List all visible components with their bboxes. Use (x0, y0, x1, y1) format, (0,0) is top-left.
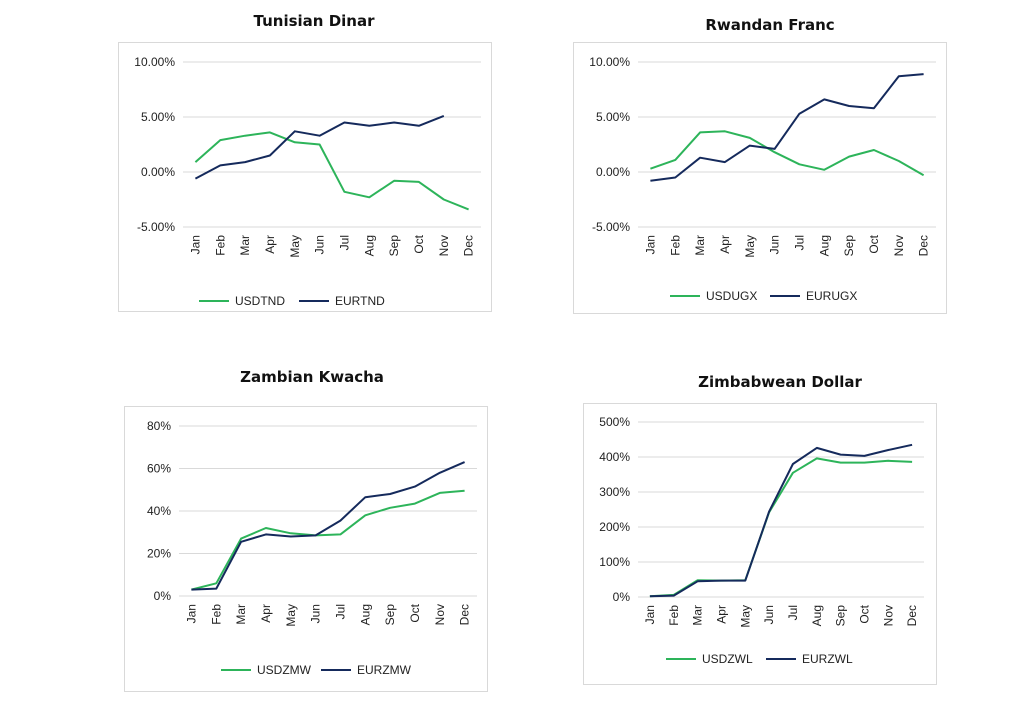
y-tick-label: 80% (147, 419, 171, 433)
series-line-eurzwl (649, 443, 913, 598)
y-tick-label: 0% (613, 590, 631, 604)
series-line-eurugx (650, 73, 924, 182)
y-tick-label: 300% (599, 485, 630, 499)
series-line-usdugx (650, 130, 925, 177)
x-tick-label: Sep (834, 605, 848, 627)
x-tick-label: Oct (412, 234, 426, 253)
x-tick-label: Jul (792, 235, 806, 250)
y-tick-label: 200% (599, 520, 630, 534)
x-tick-label: Jan (184, 604, 198, 623)
x-tick-label: Apr (259, 604, 273, 623)
y-tick-label: -5.00% (137, 220, 175, 234)
legend-label-eurtnd: EURTND (335, 294, 385, 308)
x-tick-label: Feb (213, 235, 227, 256)
y-tick-label: 100% (599, 555, 630, 569)
x-tick-label: Dec (917, 235, 931, 256)
x-tick-label: Aug (362, 235, 376, 256)
x-tick-label: Aug (810, 605, 824, 626)
chart-panel-rwandan-franc: -5.00% 0.00% 5.00% 10.00% Jan Feb Mar Apr May Jun… (573, 42, 947, 314)
y-tick-label: 5.00% (141, 110, 175, 124)
chart-svg-tunisian-dinar: -5.00% 0.00% 5.00% 10.00% Jan Feb Mar Apr May Jun… (134, 55, 481, 308)
x-tick-label: Feb (667, 605, 681, 626)
y-tick-label: 0.00% (596, 165, 630, 179)
x-tick-label: Aug (358, 604, 372, 625)
x-tick-label: Feb (668, 235, 682, 256)
x-tick-label: Jun (768, 235, 782, 254)
chart-svg-rwandan-franc: -5.00% 0.00% 5.00% 10.00% Jan Feb Mar Apr May Jun… (589, 55, 936, 303)
legend-label-usdugx: USDUGX (706, 289, 757, 303)
x-tick-label: Mar (693, 235, 707, 256)
legend-label-eurugx: EURUGX (806, 289, 857, 303)
x-tick-label: Dec (458, 604, 472, 625)
x-tick-label: May (284, 604, 298, 627)
y-tick-label: 10.00% (589, 55, 630, 69)
chart-title-zambian-kwacha: Zambian Kwacha (240, 368, 384, 386)
x-tick-label: Mar (238, 235, 252, 256)
x-tick-label: May (288, 235, 302, 258)
y-tick-label: 5.00% (596, 110, 630, 124)
y-tick-label: 40% (147, 504, 171, 518)
x-tick-label: May (743, 235, 757, 258)
x-tick-label: Sep (383, 604, 397, 626)
x-tick-label: Apr (263, 235, 277, 254)
x-tick-label: Mar (234, 604, 248, 625)
x-tick-label: Jul (333, 604, 347, 619)
chart-panel-tunisian-dinar: -5.00% 0.00% 5.00% 10.00% Jan Feb Mar Apr May Jun… (118, 42, 492, 312)
x-tick-label: Feb (209, 604, 223, 625)
x-tick-label: Jun (313, 235, 327, 254)
x-tick-label: Oct (857, 604, 871, 623)
x-tick-label: Jan (643, 605, 657, 624)
x-tick-label: Jan (643, 235, 657, 254)
x-tick-label: Jun (762, 605, 776, 624)
x-tick-label: Nov (881, 605, 895, 626)
x-tick-label: May (738, 605, 752, 628)
y-tick-label: 60% (147, 462, 171, 476)
chart-panel-zambian-kwacha: 0% 20% 40% 60% 80% Jan Feb Mar Apr May Jun Jul Aug Se… (124, 406, 488, 692)
x-tick-label: Oct (867, 234, 881, 253)
legend-label-usdtnd: USDTND (235, 294, 285, 308)
x-tick-label: Jul (337, 235, 351, 250)
x-tick-label: Dec (905, 605, 919, 626)
legend-label-eurzwl: EURZWL (802, 652, 853, 666)
x-tick-label: Sep (842, 235, 856, 257)
chart-title-tunisian-dinar: Tunisian Dinar (253, 12, 375, 30)
x-tick-label: Aug (817, 235, 831, 256)
chart-svg-zambian-kwacha: 0% 20% 40% 60% 80% Jan Feb Mar Apr May Jun Jul Aug Se… (147, 419, 477, 677)
y-tick-label: 500% (599, 415, 630, 429)
y-tick-label: 10.00% (134, 55, 175, 69)
legend-label-usdzmw: USDZMW (257, 663, 312, 677)
x-tick-label: Nov (433, 604, 447, 625)
y-tick-label: 400% (599, 450, 630, 464)
x-tick-label: Nov (437, 235, 451, 256)
legend-label-usdzwl: USDZWL (702, 652, 753, 666)
y-tick-label: 0% (154, 589, 172, 603)
x-tick-label: Dec (462, 235, 476, 256)
series-line-eurzmw (191, 461, 465, 591)
series-line-usdzmw (191, 489, 465, 591)
series-line-eurtnd (194, 114, 445, 180)
legend-label-eurzmw: EURZMW (357, 663, 412, 677)
chart-title-zimbabwean-dollar: Zimbabwean Dollar (698, 373, 862, 391)
y-tick-label: 0.00% (141, 165, 175, 179)
x-tick-label: Jan (188, 235, 202, 254)
x-tick-label: Mar (691, 605, 705, 626)
chart-svg-zimbabwean-dollar: 0% 100% 200% 300% 400% 500% Jan Feb Mar Apr May Jun… (599, 415, 924, 666)
x-tick-label: Sep (387, 235, 401, 257)
chart-title-rwandan-franc: Rwandan Franc (705, 16, 835, 34)
y-tick-label: -5.00% (592, 220, 630, 234)
series-line-usdtnd (194, 131, 469, 211)
x-tick-label: Jun (309, 604, 323, 623)
x-tick-label: Apr (718, 235, 732, 254)
chart-panel-zimbabwean-dollar: 0% 100% 200% 300% 400% 500% Jan Feb Mar Apr May Jun… (583, 403, 937, 685)
x-tick-label: Jul (786, 605, 800, 620)
x-tick-label: Nov (892, 235, 906, 256)
y-tick-label: 20% (147, 547, 171, 561)
x-tick-label: Apr (714, 605, 728, 624)
x-tick-label: Oct (408, 603, 422, 622)
